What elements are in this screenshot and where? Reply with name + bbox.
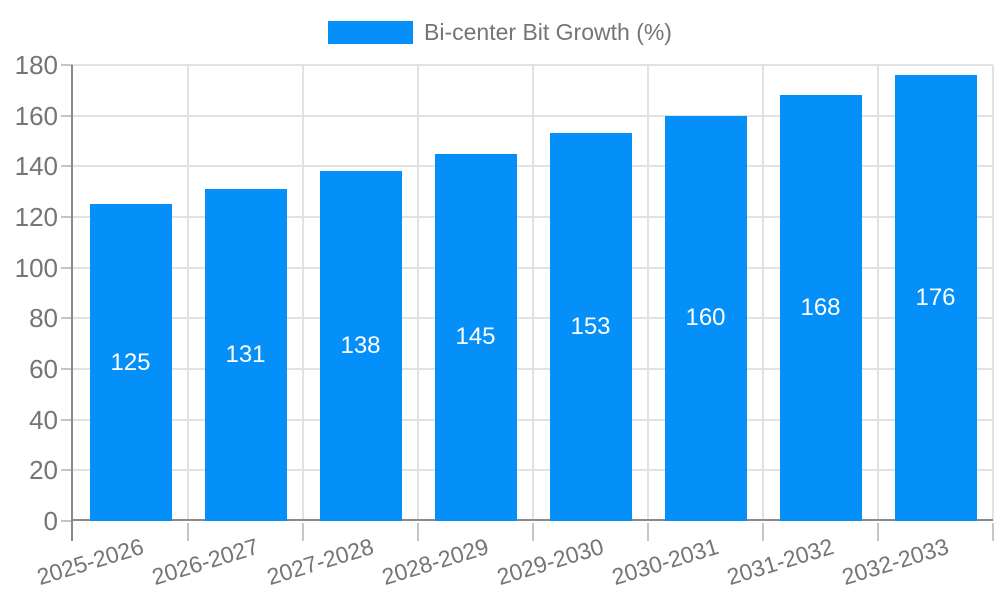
y-axis-label: 60	[29, 354, 58, 384]
x-gridline	[532, 65, 534, 521]
x-gridline	[302, 65, 304, 521]
y-tick	[61, 368, 73, 370]
chart-legend: Bi-center Bit Growth (%)	[0, 19, 1000, 45]
legend-label: Bi-center Bit Growth (%)	[424, 19, 672, 45]
legend-item[interactable]: Bi-center Bit Growth (%)	[328, 19, 672, 45]
x-axis-label: 2029-2030	[493, 533, 607, 591]
bar[interactable]	[204, 189, 287, 521]
x-gridline	[762, 65, 764, 521]
y-axis-label: 160	[14, 100, 58, 131]
x-gridline	[647, 65, 649, 521]
x-gridline	[187, 65, 189, 521]
y-tick	[61, 64, 73, 66]
x-axis-label: 2032-2033	[838, 533, 952, 591]
x-tick	[417, 523, 419, 541]
bar[interactable]	[894, 75, 977, 521]
y-tick	[61, 418, 73, 421]
bar[interactable]	[664, 115, 747, 521]
bar-value-label: 145	[455, 323, 496, 351]
bar-value-label: 138	[340, 332, 381, 360]
y-axis-label: 180	[14, 50, 58, 80]
x-tick	[762, 523, 764, 541]
x-tick	[302, 523, 304, 541]
y-axis-label: 120	[14, 202, 58, 232]
bar[interactable]	[549, 133, 632, 521]
x-tick	[647, 523, 649, 541]
bar-value-label: 153	[570, 313, 611, 341]
x-tick	[992, 523, 994, 541]
y-axis-label: 0	[43, 506, 58, 536]
x-tick	[532, 523, 534, 541]
y-tick	[61, 520, 73, 522]
x-axis-label: 2031-2032	[723, 533, 837, 591]
y-axis-line	[71, 65, 73, 541]
bar[interactable]	[89, 204, 172, 521]
x-axis-label: 2025-2026	[33, 533, 147, 591]
y-axis-label: 140	[14, 151, 58, 182]
y-tick	[61, 165, 73, 168]
y-axis-label: 20	[29, 455, 58, 486]
y-tick	[61, 216, 73, 218]
bar-value-label: 168	[800, 294, 841, 322]
legend-swatch	[328, 20, 414, 44]
bar[interactable]	[779, 95, 862, 521]
x-axis-label: 2027-2028	[263, 533, 377, 591]
y-tick	[61, 114, 73, 117]
bar-value-label: 125	[110, 348, 151, 376]
x-gridline	[417, 65, 419, 521]
x-axis-label: 2026-2027	[148, 533, 262, 591]
x-axis-label: 2030-2031	[608, 533, 722, 591]
x-tick	[187, 523, 189, 541]
bar[interactable]	[434, 153, 517, 521]
y-tick	[61, 266, 73, 269]
y-axis-label: 40	[29, 404, 58, 435]
x-axis-label: 2028-2029	[378, 533, 492, 591]
y-axis-label: 100	[14, 252, 58, 283]
y-axis-label: 80	[29, 303, 58, 334]
bar[interactable]	[319, 171, 402, 521]
y-tick	[61, 317, 73, 320]
x-gridline	[992, 65, 994, 521]
x-axis-line	[73, 519, 993, 521]
y-tick	[61, 469, 73, 472]
bar-value-label: 176	[915, 284, 956, 312]
x-tick	[877, 523, 879, 541]
bar-value-label: 160	[685, 304, 726, 332]
bar-value-label: 131	[225, 341, 266, 369]
x-gridline	[877, 65, 879, 521]
